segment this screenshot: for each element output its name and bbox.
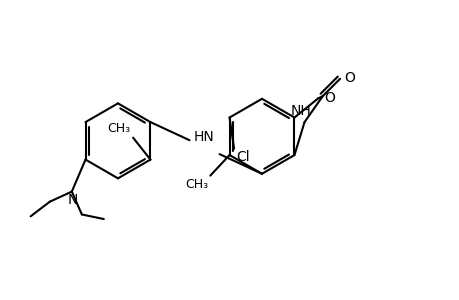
Text: O: O bbox=[324, 91, 334, 105]
Text: NH: NH bbox=[290, 103, 311, 118]
Text: N: N bbox=[67, 194, 78, 207]
Text: CH₃: CH₃ bbox=[107, 122, 130, 135]
Text: CH₃: CH₃ bbox=[185, 178, 207, 191]
Text: O: O bbox=[344, 71, 355, 85]
Text: HN: HN bbox=[193, 130, 214, 144]
Text: Cl: Cl bbox=[235, 151, 249, 164]
